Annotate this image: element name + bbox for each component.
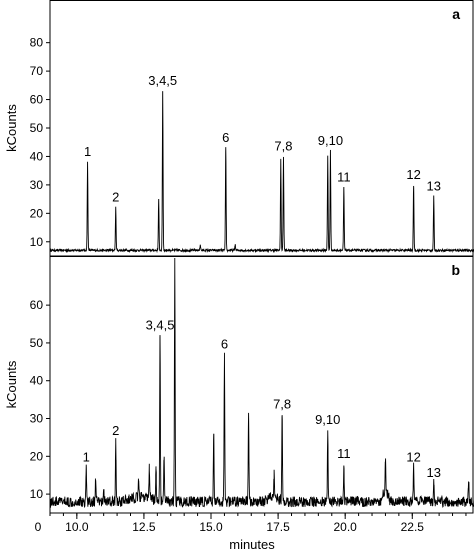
y-tick-label: 40 [30,149,44,163]
peak-label: 13 [427,178,441,193]
peak-label: 9,10 [318,133,343,148]
peak-label: 7,8 [274,138,292,153]
peak-label: 1 [84,144,91,159]
peak-label: 2 [112,423,119,438]
signal-trace [49,257,474,509]
peak-label: 12 [406,167,420,182]
peak-label: 3,4,5 [146,317,175,332]
panel-letter: b [451,262,460,278]
peak-label: 11 [337,170,351,185]
y-tick-label: 10 [30,487,44,501]
x-tick-label: 20.0 [334,520,358,534]
peak-label: 11 [337,446,351,461]
y-tick-label: 60 [30,93,44,107]
y-tick-label: 20 [30,449,44,463]
peak-label: 6 [221,336,228,351]
panel-letter: a [452,6,460,22]
x-axis-title: minutes [229,537,275,552]
plot-frame [49,256,474,514]
y-tick-label: 70 [30,64,44,78]
y-tick-label: 80 [30,36,44,50]
x-tick-label: 22.5 [401,520,425,534]
x-zero-label: 0 [35,520,42,534]
y-tick-label: 40 [30,374,44,388]
y-tick-label: 50 [30,121,44,135]
peak-label: 1 [83,450,90,465]
peak-label: 2 [112,190,119,205]
y-tick-label: 50 [30,336,44,350]
peak-label: 12 [406,450,420,465]
x-tick-label: 15.0 [199,520,223,534]
peak-label: 13 [427,465,441,480]
y-tick-label: 60 [30,298,44,312]
plot-frame [49,0,474,257]
peak-label: 9,10 [315,412,340,427]
y-axis-title: kCounts [4,104,19,152]
x-tick-label: 10.0 [65,520,89,534]
x-tick-label: 12.5 [132,520,156,534]
y-tick-label: 20 [30,206,44,220]
peak-label: 7,8 [273,397,291,412]
y-tick-label: 30 [30,412,44,426]
peak-label: 3,4,5 [148,73,177,88]
y-axis-title: kCounts [4,360,19,408]
peak-label: 6 [222,130,229,145]
x-tick-label: 17.5 [266,520,290,534]
y-tick-label: 10 [30,235,44,249]
signal-trace [49,91,474,254]
y-tick-label: 30 [30,178,44,192]
